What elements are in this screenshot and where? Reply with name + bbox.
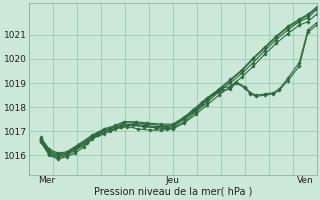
X-axis label: Pression niveau de la mer( hPa ): Pression niveau de la mer( hPa ): [94, 187, 252, 197]
